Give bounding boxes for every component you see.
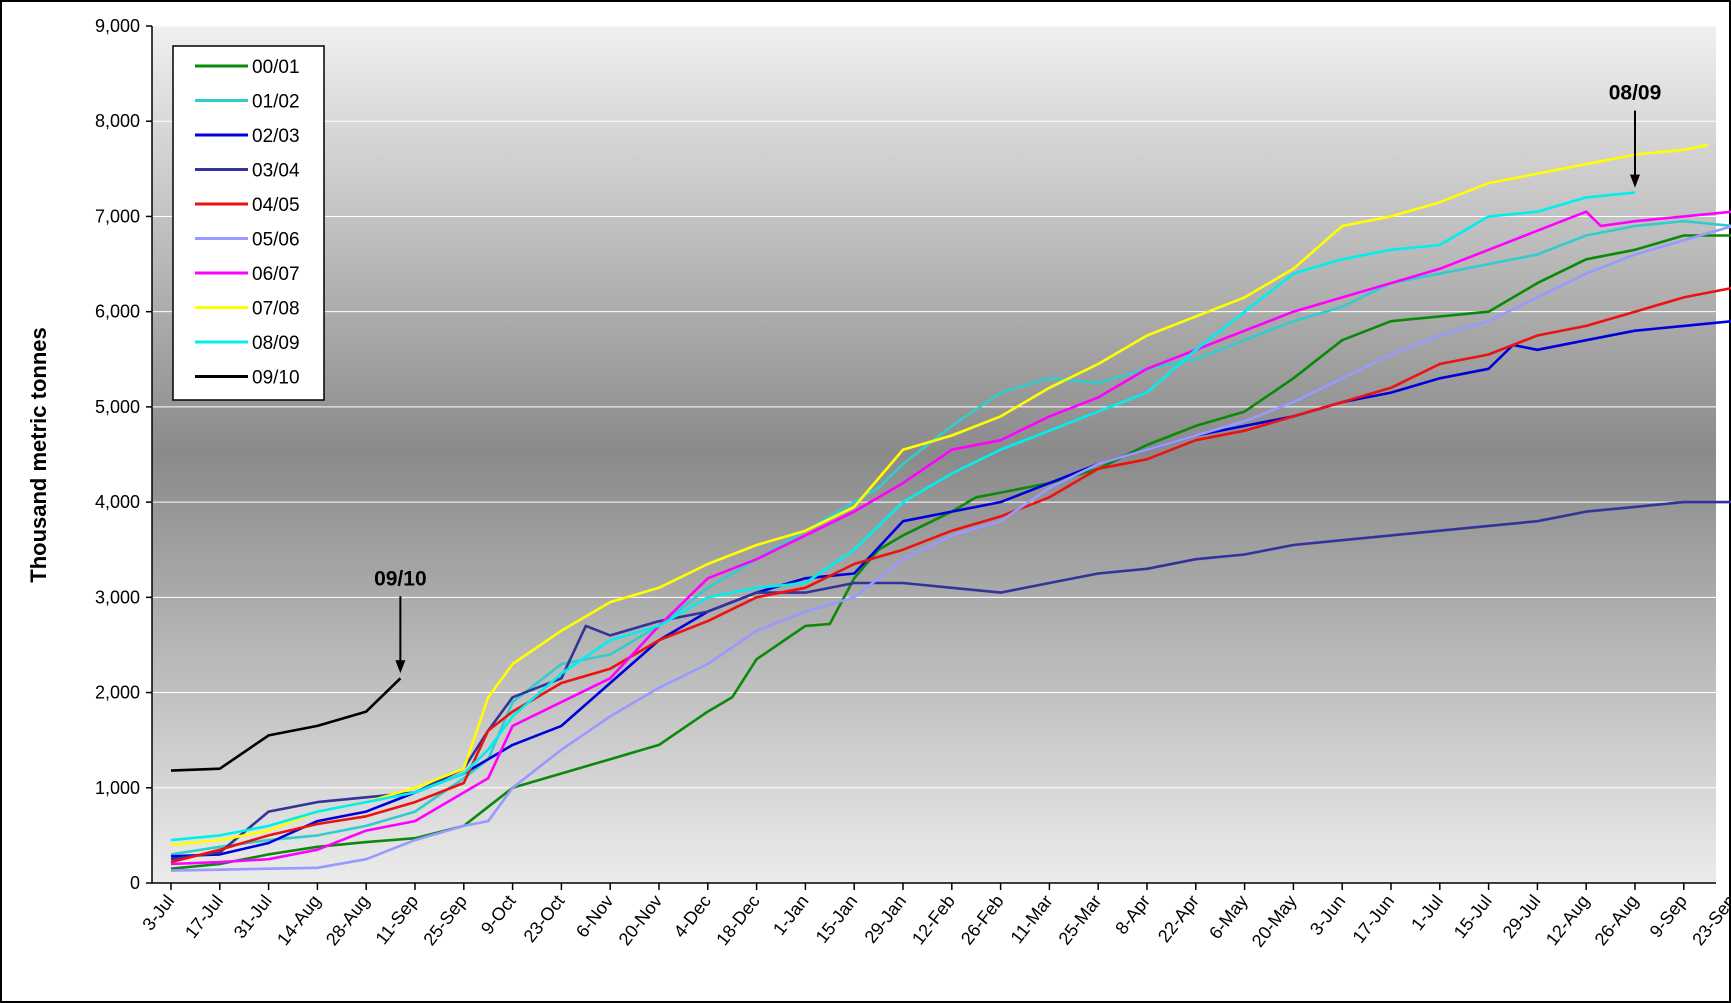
y-tick-label: 2,000: [95, 683, 140, 703]
series-line-04-05: [170, 286, 1731, 864]
y-tick-label: 3,000: [95, 587, 140, 607]
series-line-05-06: [170, 225, 1731, 872]
legend-label: 03/04: [252, 161, 300, 182]
series-line-06-07: [170, 210, 1731, 866]
y-tick-label: 7,000: [95, 206, 140, 226]
series-line-09-10: [170, 677, 402, 772]
series-line-07-08: [170, 143, 1709, 847]
y-tick-label: 9,000: [95, 16, 140, 36]
legend-label: 08/09: [252, 333, 300, 354]
y-tick-label: 0: [130, 873, 140, 893]
annotation-label: 08/09: [1609, 82, 1662, 105]
annotation-arrowhead: [395, 660, 406, 674]
y-tick-label: 5,000: [95, 397, 140, 417]
annotations: 09/10 08/09: [374, 82, 1661, 674]
series-layer: [170, 143, 1731, 872]
y-axis-ticks: 0 1,000 2,000 3,000 4,000 5,000 6,000 7,000 8,00…: [95, 16, 152, 893]
legend: 00/01 01/02 02/03 03/04 04/05 05/06 06/07 07/08…: [172, 45, 325, 401]
legend-label: 05/06: [252, 230, 300, 251]
y-tick-label: 6,000: [95, 302, 140, 322]
annotation-arrowhead: [1630, 174, 1640, 188]
legend-label: 07/08: [252, 299, 300, 320]
y-tick-label: 8,000: [95, 111, 140, 131]
legend-label: 09/10: [252, 368, 300, 389]
legend-label: 04/05: [252, 195, 300, 216]
y-tick-label: 1,000: [95, 778, 140, 798]
y-tick-label: 4,000: [95, 492, 140, 512]
legend-label: 06/07: [252, 264, 300, 285]
annotation-label: 09/10: [374, 567, 427, 590]
series-line-08-09: [170, 191, 1636, 842]
legend-label: 02/03: [252, 126, 300, 147]
legend-label: 01/02: [252, 92, 300, 113]
y-axis-label: Thousand metric tonnes: [26, 327, 51, 582]
legend-label: 00/01: [252, 57, 300, 78]
series-line-00-01: [170, 234, 1731, 870]
series-line-03-04: [170, 500, 1731, 861]
plot-area: [152, 26, 1716, 883]
